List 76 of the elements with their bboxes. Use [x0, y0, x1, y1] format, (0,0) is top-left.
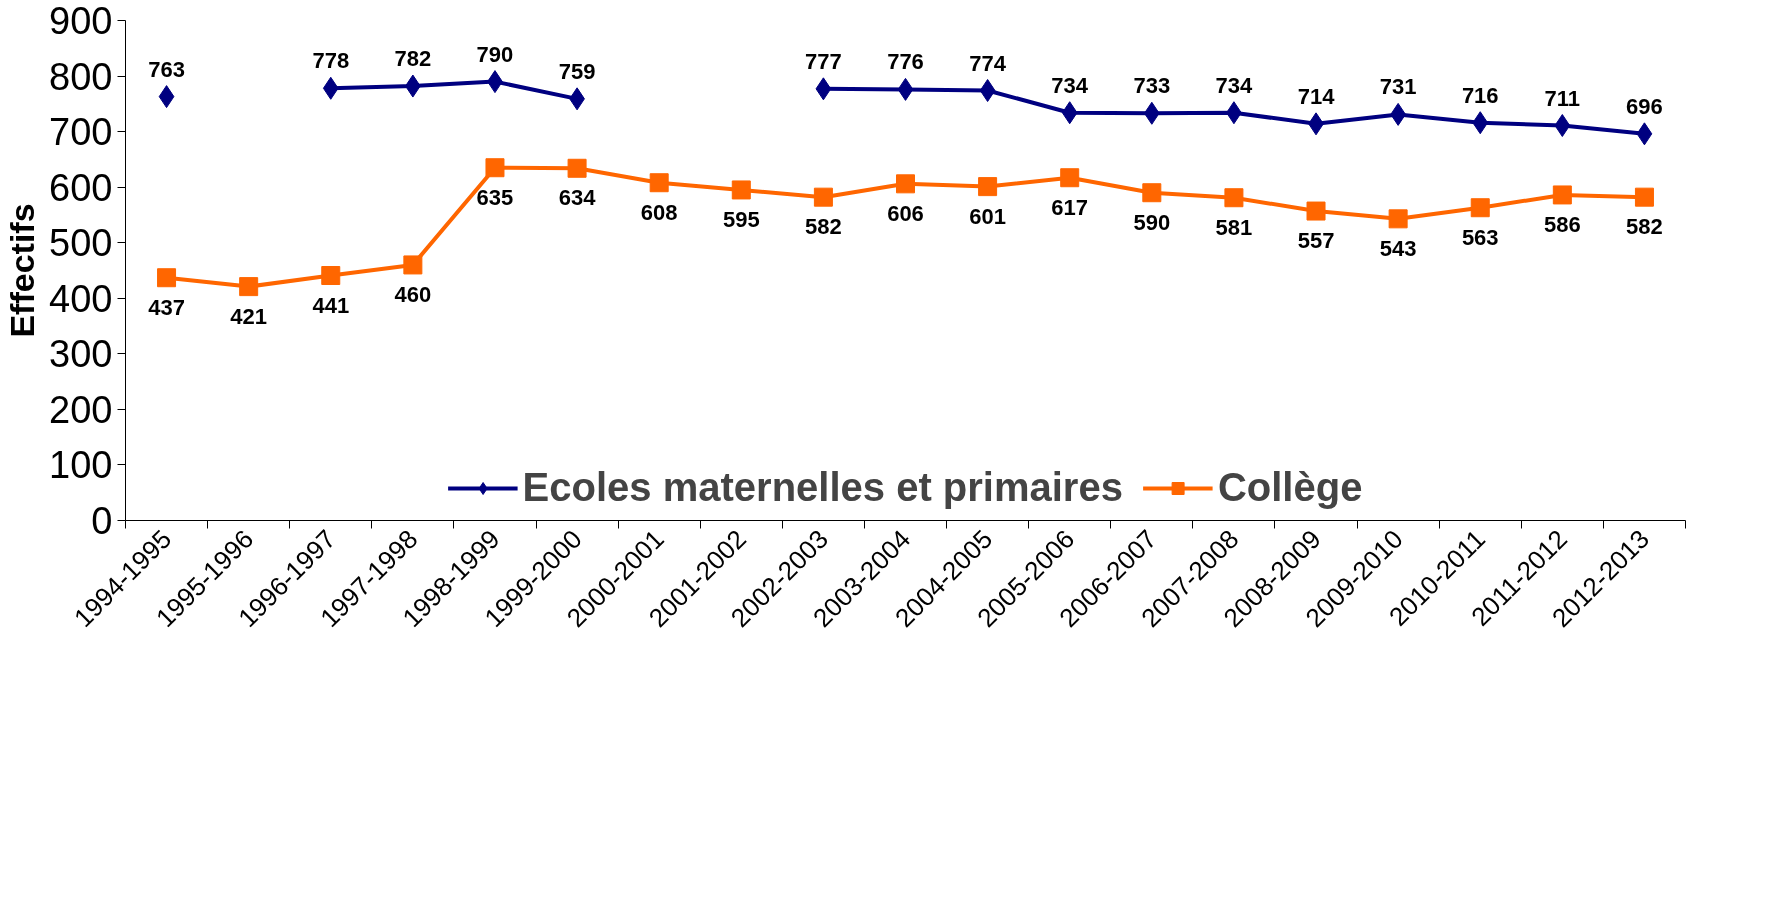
y-tick-label: 200 — [49, 388, 113, 431]
data-label: 586 — [1543, 211, 1581, 237]
point — [1061, 101, 1078, 125]
data-label: 582 — [1626, 214, 1663, 240]
point — [322, 76, 339, 100]
data-label: 582 — [805, 214, 842, 240]
point — [978, 177, 998, 197]
data-label: 634 — [558, 185, 597, 211]
data-label: 590 — [1133, 209, 1171, 235]
data-label: 716 — [1461, 82, 1499, 108]
data-label: 776 — [887, 49, 924, 75]
data-label: 711 — [1544, 85, 1581, 111]
data-label: 774 — [969, 50, 1007, 76]
data-label: 777 — [805, 48, 842, 74]
point — [239, 277, 259, 297]
legend-label: Ecoles maternelles et primaires — [522, 465, 1123, 510]
data-label: 601 — [969, 203, 1006, 229]
point — [157, 268, 177, 288]
legend-label: Collège — [1217, 465, 1363, 510]
point — [1470, 198, 1490, 218]
data-label: 606 — [887, 200, 924, 226]
data-label: 437 — [148, 294, 185, 320]
point — [1142, 183, 1162, 203]
data-label: 778 — [312, 48, 350, 74]
point — [1060, 168, 1080, 188]
point — [815, 77, 832, 101]
y-tick-label: 900 — [49, 0, 113, 42]
data-label: 421 — [230, 303, 268, 329]
data-label: 581 — [1215, 214, 1253, 240]
point — [1554, 114, 1571, 137]
point — [158, 85, 175, 109]
data-label: 557 — [1297, 228, 1335, 254]
point — [1472, 111, 1489, 135]
point — [1143, 101, 1160, 125]
point — [485, 158, 505, 178]
y-tick-label: 800 — [49, 55, 113, 98]
y-tick-label: 500 — [49, 222, 113, 265]
point — [649, 173, 669, 193]
point — [1634, 187, 1654, 207]
data-label: 617 — [1051, 194, 1089, 220]
data-label: 563 — [1461, 224, 1499, 250]
y-tick-label: 700 — [49, 111, 113, 154]
point — [321, 266, 341, 285]
y-tick-label: 600 — [49, 166, 113, 209]
data-label: 635 — [476, 184, 514, 210]
data-label: 759 — [558, 58, 596, 84]
data-label: 696 — [1626, 93, 1663, 119]
point — [896, 174, 915, 194]
data-label: 714 — [1297, 83, 1336, 109]
point — [813, 187, 833, 207]
data-label: 782 — [394, 46, 432, 72]
point — [567, 158, 587, 178]
point — [1552, 185, 1572, 205]
point — [979, 79, 996, 102]
data-label: 734 — [1215, 72, 1254, 98]
data-label: 733 — [1133, 73, 1171, 99]
point — [897, 77, 914, 101]
y-axis-title: Effectifs — [3, 203, 42, 338]
point — [1636, 122, 1653, 146]
data-label: 460 — [394, 281, 432, 307]
point — [1224, 188, 1244, 208]
data-label: 543 — [1379, 235, 1417, 261]
y-tick-label: 300 — [49, 333, 113, 376]
data-label: 731 — [1379, 74, 1417, 100]
data-label: 608 — [640, 199, 678, 225]
data-label: 734 — [1051, 72, 1089, 98]
data-label: 790 — [476, 41, 514, 67]
data-label: 441 — [312, 292, 350, 318]
data-label: 763 — [148, 56, 185, 82]
point — [403, 255, 423, 275]
point — [1306, 201, 1326, 221]
data-label: 595 — [722, 206, 760, 232]
point — [1388, 209, 1408, 229]
point — [731, 180, 751, 200]
y-tick-label: 400 — [49, 277, 113, 320]
y-tick-label: 100 — [49, 444, 113, 487]
